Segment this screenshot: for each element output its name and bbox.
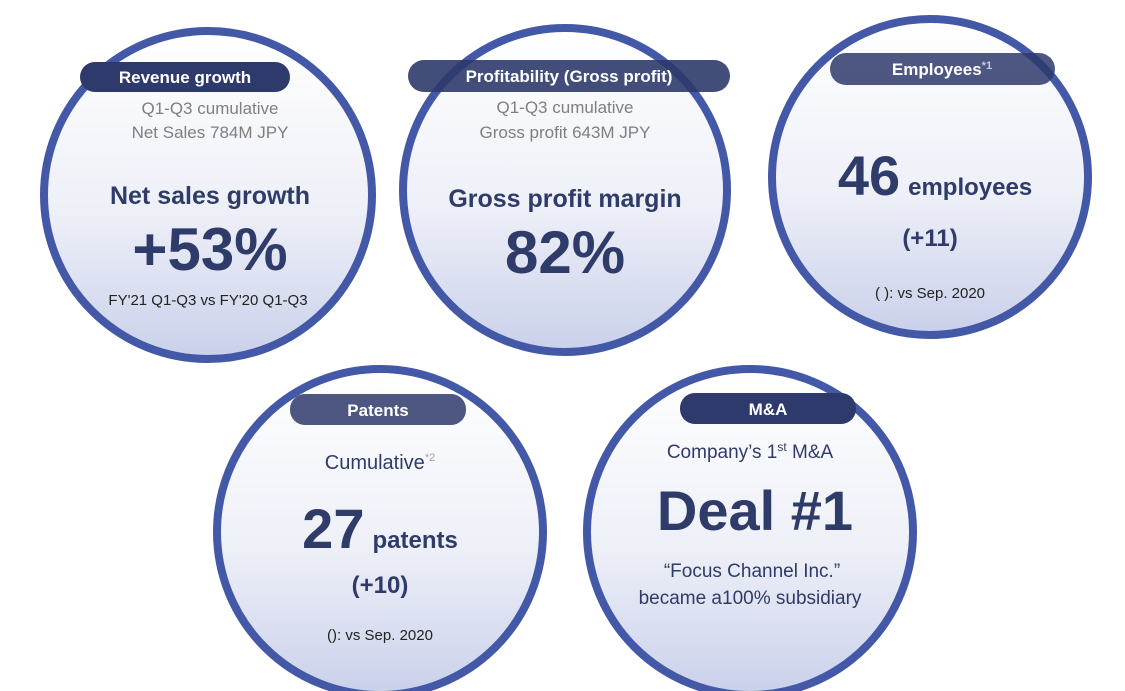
badge-label: Employees*1 xyxy=(892,60,992,79)
big-figure: 27 xyxy=(302,497,364,560)
circle xyxy=(768,15,1092,339)
line: Net Sales 784M JPY xyxy=(132,123,289,142)
unit: employees xyxy=(908,174,1032,201)
big-figure: 46 xyxy=(838,144,900,207)
badge-label: Profitability (Gross profit) xyxy=(466,67,673,86)
note: FY'21 Q1-Q3 vs FY'20 Q1-Q3 xyxy=(108,292,307,309)
change: (+10) xyxy=(352,572,409,599)
change: (+11) xyxy=(902,225,957,252)
badge xyxy=(408,60,730,92)
badge-text: Employees xyxy=(892,60,982,79)
badges xyxy=(80,53,1055,425)
big-figure: +53% xyxy=(132,216,287,283)
sub-text: Company’s 1 xyxy=(667,442,778,463)
sub: Company’s 1st M&A xyxy=(667,440,834,463)
superscript: st xyxy=(777,440,787,454)
circle xyxy=(583,365,917,691)
circle xyxy=(40,27,376,363)
badge xyxy=(290,394,466,425)
badge-label: Revenue growth xyxy=(119,68,251,87)
footnote-mark: *1 xyxy=(982,60,992,72)
figure-line: 27 patents xyxy=(302,497,458,560)
headline: Net sales growth xyxy=(110,182,310,210)
big-figure: 82% xyxy=(505,219,625,286)
line: Q1-Q3 cumulative xyxy=(142,99,279,118)
circle xyxy=(399,24,731,356)
badge-label: M&A xyxy=(749,400,788,419)
headline: Gross profit margin xyxy=(448,185,681,213)
badge xyxy=(830,53,1055,85)
circle xyxy=(213,365,547,691)
note: (): vs Sep. 2020 xyxy=(327,627,433,644)
note: ( ): vs Sep. 2020 xyxy=(875,285,985,302)
badge-label: Patents xyxy=(347,401,408,420)
badge xyxy=(680,393,856,424)
unit: patents xyxy=(372,527,457,554)
figure-line: 46 employees xyxy=(838,144,1032,207)
line: became a100% subsidiary xyxy=(639,588,862,609)
line: “Focus Channel Inc.” xyxy=(664,561,840,582)
circles xyxy=(40,15,1092,691)
line: Gross profit 643M JPY xyxy=(479,123,650,142)
sub-text: M&A xyxy=(787,442,834,463)
sub-text: Cumulative xyxy=(325,452,425,474)
sub: Cumulative*2 xyxy=(325,452,435,474)
line: Q1-Q3 cumulative xyxy=(497,98,634,117)
badge xyxy=(80,62,290,92)
big-figure: Deal #1 xyxy=(657,479,853,542)
footnote-mark: *2 xyxy=(425,452,435,464)
